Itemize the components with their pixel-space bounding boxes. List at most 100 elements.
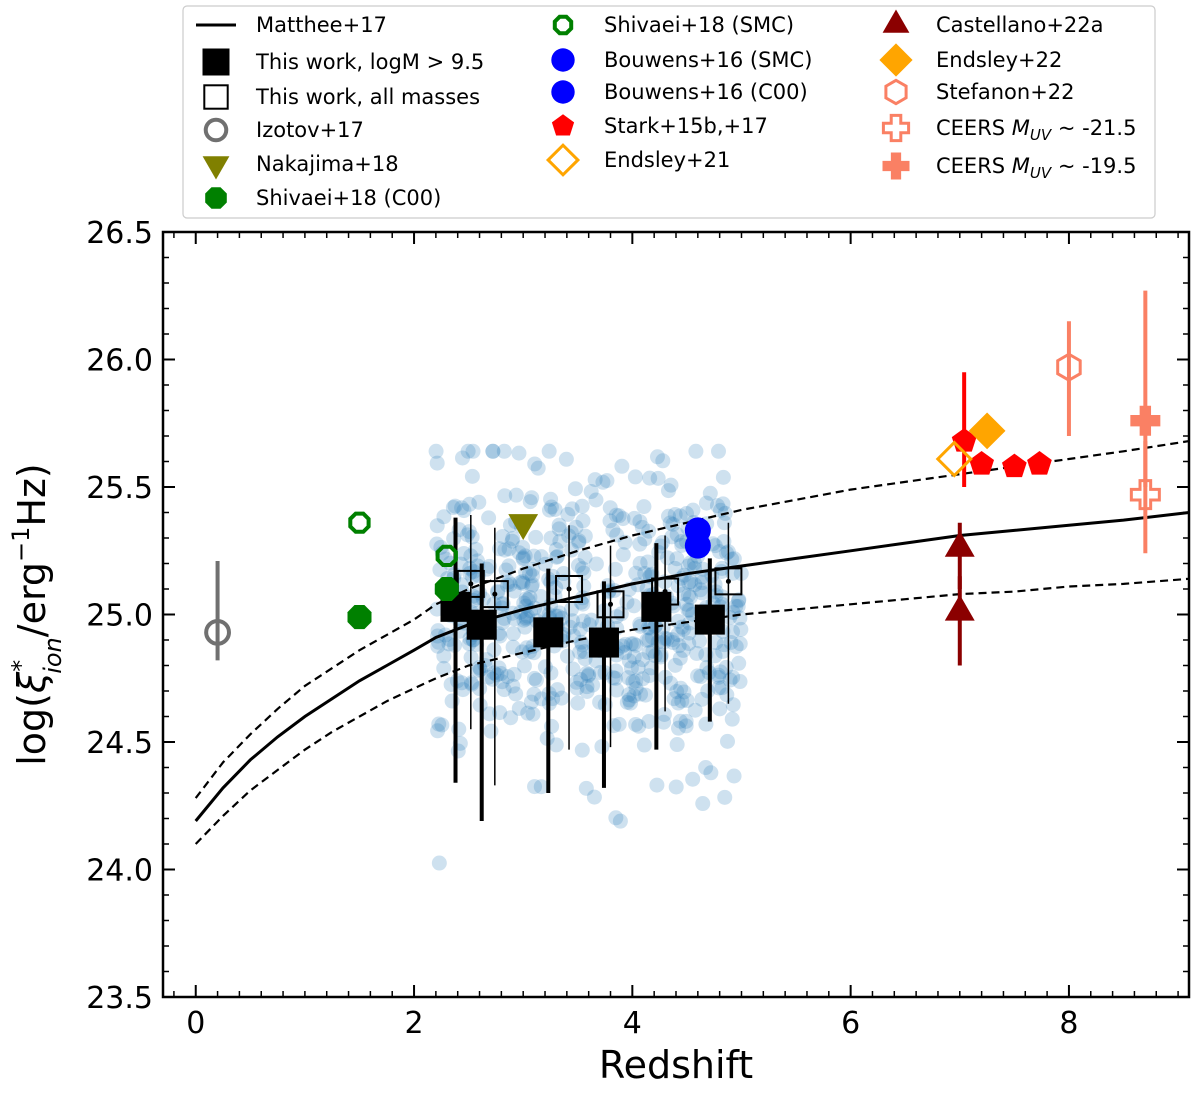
galaxy-point xyxy=(548,737,564,753)
galaxy-point xyxy=(515,550,531,566)
galaxy-point xyxy=(611,508,627,524)
this-work-all-masses-marker xyxy=(596,590,625,619)
galaxy-point xyxy=(681,625,697,641)
galaxy-point xyxy=(570,695,586,711)
galaxy-point xyxy=(486,665,502,681)
galaxy-point xyxy=(580,668,596,684)
galaxy-point xyxy=(551,517,567,533)
galaxy-point xyxy=(573,672,589,688)
galaxy-point xyxy=(672,508,688,524)
x-tick-label: 6 xyxy=(841,1006,860,1041)
galaxy-point xyxy=(572,621,588,637)
galaxy-point xyxy=(685,502,701,518)
galaxy-point xyxy=(543,491,559,507)
galaxy-point xyxy=(703,765,719,781)
galaxy-point xyxy=(594,739,610,755)
galaxy-point xyxy=(547,501,563,517)
galaxy-point xyxy=(635,671,651,687)
legend-label: CEERS MUV ~ -21.5 xyxy=(936,116,1136,144)
legend-marker xyxy=(551,114,575,136)
galaxy-point xyxy=(613,606,629,622)
galaxy-point xyxy=(700,683,716,699)
galaxy-point xyxy=(552,605,568,621)
legend-label: Stefanon+22 xyxy=(936,80,1075,104)
stark-15b-17-marker xyxy=(1027,451,1052,475)
legend-label: Endsley+21 xyxy=(604,148,730,172)
legend-marker xyxy=(551,80,575,104)
galaxy-point xyxy=(665,635,681,651)
galaxy-point xyxy=(682,589,698,605)
galaxy-point xyxy=(508,686,524,702)
galaxy-point xyxy=(712,701,728,717)
galaxy-point xyxy=(628,565,644,581)
galaxy-point xyxy=(710,667,726,683)
galaxy-point xyxy=(533,779,549,795)
ceers-m-uv-19-5-marker xyxy=(1130,405,1161,436)
legend-marker xyxy=(202,48,230,76)
legend-entry: Shivaei+18 (C00) xyxy=(205,186,441,210)
stefanon-22-marker xyxy=(1056,352,1082,382)
legend-marker xyxy=(545,143,581,177)
galaxy-point xyxy=(569,680,585,696)
galaxy-point xyxy=(456,503,472,519)
legend-marker xyxy=(882,9,910,33)
galaxy-point xyxy=(717,789,733,805)
galaxy-point xyxy=(709,498,725,514)
galaxy-point xyxy=(665,516,681,532)
galaxy-point xyxy=(496,682,512,698)
galaxy-point xyxy=(560,506,576,522)
galaxy-point xyxy=(579,679,595,695)
nakajima-18-marker xyxy=(508,514,539,540)
galaxy-point xyxy=(454,500,470,516)
galaxy-point xyxy=(494,674,510,690)
galaxy-point xyxy=(520,608,536,624)
galaxy-point xyxy=(632,514,648,530)
galaxy-point xyxy=(430,723,446,739)
galaxy-point xyxy=(685,771,701,787)
galaxy-point xyxy=(460,443,476,459)
galaxy-point xyxy=(517,548,533,564)
galaxy-point xyxy=(464,676,480,692)
galaxy-point xyxy=(649,449,665,465)
galaxy-point xyxy=(492,705,508,721)
galaxy-point xyxy=(436,509,452,525)
endsley-21-marker xyxy=(935,440,973,478)
galaxy-point xyxy=(676,586,692,602)
galaxy-point xyxy=(524,490,540,506)
galaxy-point xyxy=(526,645,542,661)
galaxy-point xyxy=(515,574,531,590)
background-scatter xyxy=(428,443,749,871)
galaxy-point xyxy=(617,636,633,652)
galaxy-point xyxy=(716,533,732,549)
galaxy-point xyxy=(628,681,644,697)
x-tick-label: 8 xyxy=(1059,1006,1078,1041)
galaxy-point xyxy=(611,716,627,732)
galaxy-point xyxy=(552,533,568,549)
galaxy-point xyxy=(633,686,649,702)
galaxy-point xyxy=(567,481,583,497)
galaxy-point xyxy=(726,768,742,784)
legend-box xyxy=(182,5,1156,219)
galaxy-point xyxy=(640,554,656,570)
galaxy-point xyxy=(608,663,624,679)
galaxy-point xyxy=(680,558,696,574)
galaxy-point xyxy=(518,591,534,607)
galaxy-point xyxy=(715,496,731,512)
galaxy-point xyxy=(688,443,704,459)
legend-label: Izotov+17 xyxy=(256,118,364,142)
galaxy-point xyxy=(588,492,604,508)
galaxy-point xyxy=(541,502,557,518)
galaxy-point xyxy=(698,760,714,776)
galaxy-point xyxy=(676,684,692,700)
galaxy-point xyxy=(533,589,549,605)
galaxy-point xyxy=(632,536,648,552)
galaxy-point xyxy=(671,638,687,654)
galaxy-point xyxy=(462,560,478,576)
galaxy-point xyxy=(489,667,505,683)
galaxy-point xyxy=(481,558,497,574)
galaxy-point xyxy=(708,588,724,604)
galaxy-point xyxy=(621,687,637,703)
legend-entry: This work, logM > 9.5 xyxy=(202,48,484,76)
galaxy-point xyxy=(605,670,621,686)
galaxy-point xyxy=(576,644,592,660)
